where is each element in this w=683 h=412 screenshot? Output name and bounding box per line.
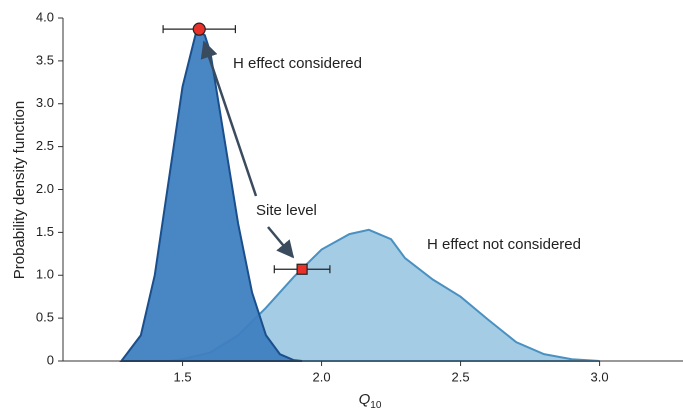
series-label: H effect not considered (427, 236, 581, 253)
y-tick-label: 1.5 (36, 224, 54, 239)
x-axis-label: Q10 (359, 391, 382, 411)
x-tick-label: 1.5 (174, 369, 192, 384)
density-area (119, 29, 303, 362)
y-axis-label: Probability density function (11, 101, 28, 279)
x-tick-label: 2.0 (313, 369, 331, 384)
plot-area: 0 0.5 1.0 1.5 2.0 2.5 3.0 3.5 4.0 1.5 2.0 2.5 3.0 (36, 9, 683, 384)
x-tick-label: 2.5 (452, 369, 470, 384)
annotation: Site level (256, 202, 317, 219)
y-tick-label: 3.0 (36, 95, 54, 110)
y-tick-label: 0 (47, 352, 54, 367)
annotation-arrow (200, 40, 258, 197)
series-label: H effect considered (233, 55, 362, 72)
y-tick-label: 3.5 (36, 52, 54, 67)
x-label-subscript: 10 (370, 400, 382, 411)
y-tick-label: 4.0 (36, 9, 54, 24)
annotation-arrow (267, 226, 295, 259)
x-tick-label: 3.0 (591, 369, 609, 384)
y-tick-label: 2.5 (36, 138, 54, 153)
x-label-symbol: Q (359, 391, 371, 408)
y-tick-label: 2.0 (36, 181, 54, 196)
y-tick-label: 0.5 (36, 310, 54, 325)
point-marker (192, 22, 206, 36)
y-tick-label: 1.0 (36, 267, 54, 282)
point-marker (296, 263, 308, 275)
